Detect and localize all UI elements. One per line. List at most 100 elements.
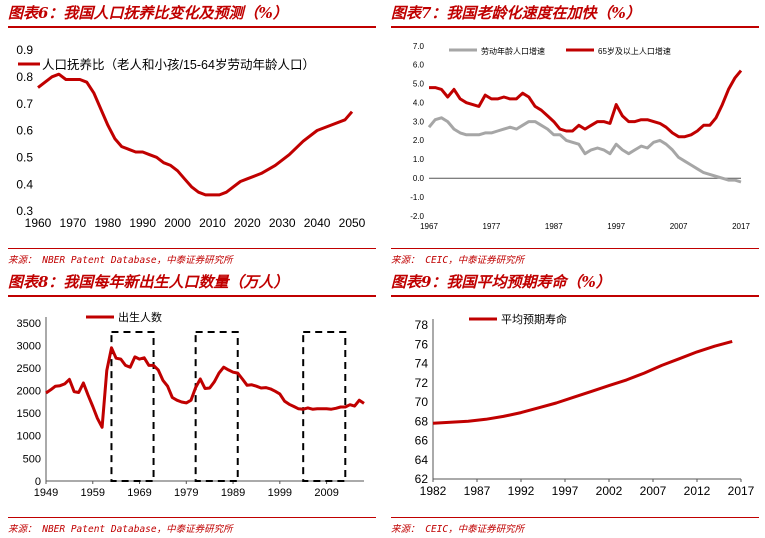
x-tick-label: 2007: [670, 222, 688, 231]
y-tick-label: 66: [415, 434, 429, 448]
y-tick-label: 62: [415, 472, 429, 486]
x-tick-label: 1982: [420, 484, 447, 498]
x-tick-label: 2017: [732, 222, 750, 231]
y-tick-label: 4.0: [413, 98, 425, 107]
source-divider: [391, 248, 759, 249]
x-tick-label: 1960: [25, 216, 52, 230]
source-divider: [8, 517, 376, 518]
x-tick-label: 2030: [269, 216, 296, 230]
x-tick-label: 1967: [420, 222, 438, 231]
x-tick-label: 1987: [464, 484, 491, 498]
chart-svg: 0 500 1000 1500 2000 2500 3000 3500 1949 1959 1969…: [17, 310, 365, 499]
y-tick-label: 1.0: [413, 155, 425, 164]
chart-title: 图表8：我国每年新出生人口数量（万人）: [8, 273, 289, 291]
x-tick-label: 1992: [508, 484, 535, 498]
x-tick-label: 2020: [234, 216, 261, 230]
y-tick-label: -1.0: [410, 193, 424, 202]
chart-svg: -2.0 -1.0 0.0 1.0 2.0 3.0 4.0 5.0 6.0 7.0 1967 1977…: [410, 42, 750, 231]
dashed-highlight-box: [110, 331, 155, 483]
chart-title: 图表6：我国人口抚养比变化及预测（%）: [8, 4, 288, 22]
x-tick-label: 2010: [199, 216, 226, 230]
y-tick-label: 0.3: [16, 204, 33, 218]
chart-source: 来源： CEIC，中泰证券研究所: [391, 255, 525, 266]
y-tick-label: 76: [415, 337, 429, 351]
y-tick-label: 0.7: [16, 97, 33, 111]
x-tick-label: 2012: [684, 484, 711, 498]
legend-label: 劳动年龄人口增速: [481, 46, 545, 56]
series-line: [429, 69, 743, 139]
chart-panel-dependency-ratio: 图表6：我国人口抚养比变化及预测（%） 0.3 0.4 0.5 0.6 0.7 0.8 0.…: [0, 0, 382, 269]
chart-source: 来源： NBER Patent Database，中泰证券研究所: [8, 255, 233, 266]
source-divider: [391, 517, 759, 518]
legend-label: 65岁及以上人口增速: [598, 46, 671, 56]
chart-source: 来源： NBER Patent Database，中泰证券研究所: [8, 524, 233, 535]
series-line: [432, 339, 733, 425]
y-tick-label: 0.0: [413, 174, 425, 183]
title-divider: [391, 26, 759, 28]
y-tick-label: 6.0: [413, 61, 425, 70]
x-tick-label: 1949: [34, 487, 58, 499]
chart-svg: 62 64 66 68 70 72 74 76 78 1982 1987 1992 1997 2002 20…: [415, 312, 755, 498]
y-tick-label: 64: [415, 453, 429, 467]
x-tick-label: 2007: [640, 484, 667, 498]
x-tick-label: 1977: [483, 222, 501, 231]
x-tick-label: 1979: [174, 487, 198, 499]
y-tick-label: 0: [35, 476, 41, 488]
chart-panel-births: 图表8：我国每年新出生人口数量（万人） 0 500 1000 1500 2000 2500…: [0, 269, 382, 538]
x-tick-label: 1989: [221, 487, 245, 499]
x-tick-label: 1997: [607, 222, 625, 231]
x-tick-label: 1990: [129, 216, 156, 230]
y-tick-label: 78: [415, 318, 429, 332]
y-tick-label: 3000: [17, 340, 41, 352]
series-line: [45, 346, 365, 429]
y-tick-label: 3500: [17, 318, 41, 330]
x-tick-label: 2050: [339, 216, 366, 230]
y-tick-label: 70: [415, 395, 429, 409]
x-tick-label: 1959: [81, 487, 105, 499]
y-tick-label: 0.8: [16, 70, 33, 84]
x-tick-label: 2000: [164, 216, 191, 230]
x-tick-label: 1970: [60, 216, 87, 230]
source-divider: [8, 248, 376, 249]
y-tick-label: 0.9: [16, 43, 33, 57]
y-tick-label: 500: [23, 453, 41, 465]
y-tick-label: 5.0: [413, 80, 425, 89]
series-line: [37, 72, 354, 197]
y-tick-label: 0.5: [16, 151, 33, 165]
y-tick-label: 1000: [17, 431, 41, 443]
x-tick-label: 1987: [545, 222, 563, 231]
chart-panel-life-expectancy: 图表9：我国平均预期寿命（%） 62 64 66 68 70 72 74 76 78 1982 19…: [383, 269, 765, 538]
chart-title: 图表9：我国平均预期寿命（%）: [391, 273, 611, 291]
y-tick-label: 0.6: [16, 124, 33, 138]
x-tick-label: 1980: [94, 216, 121, 230]
x-tick-label: 2009: [314, 487, 338, 499]
chart-title: 图表7：我国老龄化速度在加快（%）: [391, 4, 641, 22]
chart-panel-aging-speed: 图表7：我国老龄化速度在加快（%） -2.0 -1.0 0.0 1.0 2.0 3.0 4.…: [383, 0, 765, 269]
y-tick-label: -2.0: [410, 212, 424, 221]
y-tick-label: 2000: [17, 386, 41, 398]
title-divider: [8, 295, 376, 297]
title-divider: [8, 26, 376, 28]
x-tick-label: 1999: [268, 487, 292, 499]
x-tick-label: 2040: [304, 216, 331, 230]
x-tick-label: 1997: [552, 484, 579, 498]
y-tick-label: 2.0: [413, 136, 425, 145]
y-tick-label: 72: [415, 376, 429, 390]
y-tick-label: 68: [415, 414, 429, 428]
title-divider: [391, 295, 759, 297]
legend-label: 平均预期寿命: [501, 312, 567, 326]
y-tick-label: 7.0: [413, 42, 425, 51]
chart-svg: 0.3 0.4 0.5 0.6 0.7 0.8 0.9 1960 1970 1980 1990 200…: [16, 43, 366, 230]
x-tick-label: 1969: [127, 487, 151, 499]
series-line: [427, 116, 742, 184]
y-tick-label: 1500: [17, 408, 41, 420]
chart-source: 来源： CEIC，中泰证券研究所: [391, 524, 525, 535]
legend-label: 人口抚养比（老人和小孩/15-64岁劳动年龄人口）: [42, 57, 315, 72]
x-tick-label: 2002: [596, 484, 623, 498]
y-tick-label: 2500: [17, 363, 41, 375]
x-tick-label: 2017: [728, 484, 755, 498]
y-tick-label: 3.0: [413, 117, 425, 126]
y-tick-label: 0.4: [16, 177, 33, 191]
legend-label: 出生人数: [118, 310, 162, 324]
dashed-highlight-box: [194, 331, 239, 483]
